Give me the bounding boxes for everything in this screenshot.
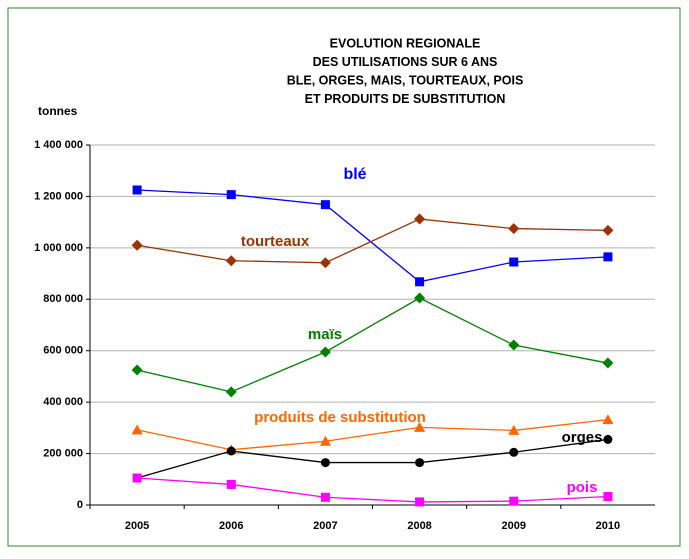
- y-tick-label: 800 000: [43, 293, 83, 305]
- point: [509, 257, 519, 267]
- point: [226, 479, 236, 489]
- point: [132, 473, 142, 483]
- chart-title: DES UTILISATIONS SUR 6 ANS: [313, 55, 498, 69]
- y-tick-label: 1 200 000: [34, 190, 83, 202]
- chart-title: EVOLUTION REGIONALE: [330, 36, 481, 50]
- point: [509, 447, 519, 457]
- series-line: [137, 477, 608, 503]
- y-tick-label: 1 000 000: [34, 242, 83, 254]
- point: [415, 277, 425, 287]
- y-tick-label: 200 000: [43, 447, 83, 459]
- point: [602, 357, 614, 369]
- series-label: blé: [343, 166, 366, 183]
- chart-title: ET PRODUITS DE SUBSTITUTION: [305, 92, 506, 106]
- point: [225, 386, 237, 398]
- point: [320, 492, 330, 502]
- point: [414, 213, 426, 225]
- y-tick-label: 1 400 000: [34, 139, 83, 151]
- point: [131, 364, 143, 376]
- point: [509, 496, 519, 506]
- point: [131, 424, 143, 435]
- point: [226, 190, 236, 200]
- y-tick-label: 400 000: [43, 396, 83, 408]
- point: [508, 424, 520, 435]
- x-tick-label: 2006: [219, 520, 243, 532]
- point: [225, 255, 237, 267]
- chart-border: [7, 7, 681, 547]
- series-label: orges: [562, 429, 603, 446]
- point: [226, 446, 236, 456]
- point: [414, 292, 426, 304]
- series-line: [137, 189, 608, 283]
- point: [603, 434, 613, 444]
- x-tick-label: 2009: [502, 520, 526, 532]
- point: [603, 252, 613, 262]
- x-tick-label: 2008: [407, 520, 431, 532]
- series-line: [136, 418, 608, 451]
- x-tick-label: 2007: [313, 520, 337, 532]
- point: [414, 421, 426, 432]
- series-label: maïs: [308, 326, 342, 343]
- series-line: [136, 297, 609, 393]
- y-axis-label: tonnes: [38, 104, 78, 118]
- point: [131, 239, 143, 251]
- point: [602, 224, 614, 236]
- point: [602, 414, 614, 425]
- x-tick-label: 2005: [125, 520, 149, 532]
- series-line: [136, 218, 608, 264]
- y-tick-label: 600 000: [43, 345, 83, 357]
- series-label: tourteaux: [241, 233, 310, 250]
- y-tick-label: 0: [77, 499, 83, 511]
- series-label: pois: [567, 479, 598, 496]
- series-line: [136, 438, 609, 479]
- chart-title: BLE, ORGES, MAIS, TOURTEAUX, POIS: [287, 73, 524, 87]
- point: [320, 458, 330, 468]
- point: [132, 185, 142, 195]
- point: [508, 339, 520, 351]
- point: [603, 492, 613, 502]
- point: [415, 458, 425, 468]
- point: [415, 497, 425, 507]
- x-tick-label: 2010: [596, 520, 620, 532]
- point: [320, 200, 330, 210]
- point: [319, 435, 331, 446]
- point: [319, 257, 331, 269]
- series-label: produits de substitution: [254, 409, 426, 426]
- point: [319, 346, 331, 358]
- point: [508, 223, 520, 235]
